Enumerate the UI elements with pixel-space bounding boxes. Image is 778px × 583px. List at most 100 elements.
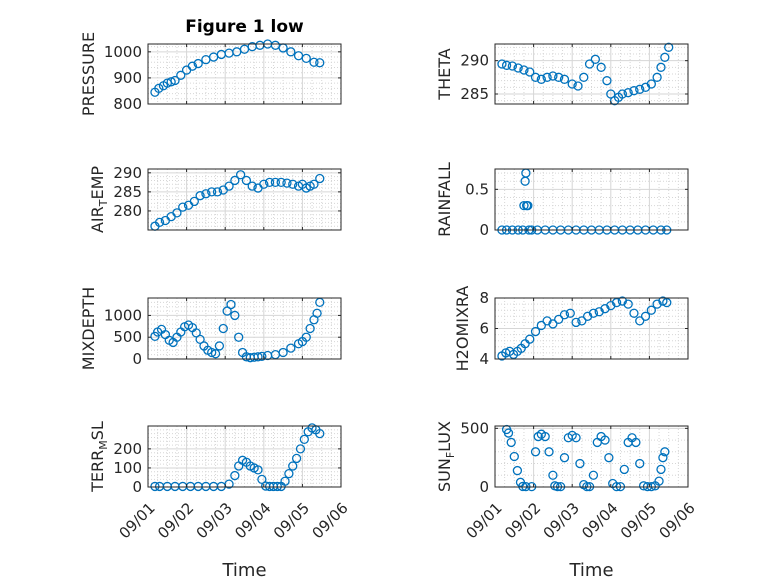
- y-tick-label: 290: [113, 164, 142, 182]
- data-point: [315, 58, 325, 68]
- data-point: [288, 179, 298, 189]
- data-point: [635, 84, 645, 94]
- y-axis-label: SUNFLUX: [435, 421, 457, 492]
- y-tick-label: 1000: [104, 43, 142, 61]
- data-point: [623, 299, 633, 309]
- data-point: [501, 60, 512, 70]
- data-point: [224, 181, 234, 191]
- data-point: [540, 431, 550, 442]
- subplot-mixdepth: 0 500 1000 MIXDEPTH: [79, 287, 342, 370]
- data-point: [575, 458, 585, 469]
- axes-box: [147, 43, 342, 105]
- data-point: [207, 347, 217, 358]
- data-point: [577, 316, 587, 326]
- subplot-h2omixra: 4 6 8 H2OMIXRA: [453, 286, 689, 372]
- data-point: [315, 428, 325, 439]
- data-point: [656, 62, 666, 72]
- data-point: [189, 196, 199, 207]
- data-point: [523, 200, 533, 211]
- data-point: [635, 458, 645, 469]
- data-point: [525, 334, 535, 344]
- data-point: [187, 61, 198, 71]
- data-point: [503, 428, 514, 438]
- data-point: [664, 42, 674, 52]
- y-axis-label: MIXDEPTH: [79, 287, 98, 370]
- y-axis-label: RAINFALL: [435, 162, 454, 237]
- y-tick-label: 285: [460, 85, 489, 103]
- axes-box: [147, 168, 342, 231]
- data-point: [519, 200, 529, 211]
- data-point: [276, 177, 286, 187]
- data-point: [176, 70, 186, 80]
- chart-title: Figure 1 low: [185, 17, 304, 37]
- data-point: [154, 217, 165, 228]
- data-point: [565, 308, 575, 318]
- data-point: [604, 453, 614, 463]
- data-point: [600, 435, 610, 445]
- y-tick-label: 0: [132, 478, 142, 496]
- data-point: [210, 349, 221, 359]
- data-point: [264, 177, 275, 187]
- subplot-rainfall: 0 0.5 RAINFALL: [435, 162, 689, 239]
- data-point: [280, 476, 290, 486]
- data-point: [559, 74, 570, 84]
- axes-box: [494, 43, 689, 105]
- data-point: [554, 72, 564, 82]
- data-point: [512, 465, 523, 476]
- axes-box: [147, 425, 342, 488]
- data-point: [559, 453, 570, 463]
- axes-box: [494, 425, 689, 488]
- data-point: [150, 481, 160, 492]
- data-point: [257, 474, 267, 485]
- data-point: [195, 191, 205, 201]
- data-point: [548, 470, 558, 480]
- data-point: [299, 434, 309, 444]
- y-tick-label: 8: [479, 289, 489, 307]
- data-point: [536, 320, 546, 331]
- data-point: [230, 310, 240, 321]
- data-point: [253, 352, 263, 362]
- axes-box: [494, 168, 689, 231]
- data-point: [315, 173, 325, 184]
- data-point: [611, 297, 622, 308]
- data-point: [218, 323, 228, 334]
- data-point: [660, 447, 670, 457]
- x-axis-label: Time: [221, 560, 266, 581]
- data-point: [235, 170, 246, 180]
- data-point: [301, 53, 311, 63]
- data-point: [172, 208, 182, 218]
- data-point: [270, 177, 281, 187]
- data-point: [278, 347, 288, 358]
- data-point: [579, 72, 589, 82]
- data-point: [629, 308, 639, 318]
- data-point: [571, 433, 581, 443]
- data-point: [606, 89, 616, 99]
- data-point: [525, 67, 535, 77]
- data-point: [646, 305, 656, 315]
- y-tick-label: 290: [460, 52, 489, 70]
- data-point: [635, 316, 645, 326]
- data-point: [288, 461, 298, 471]
- data-point: [509, 451, 519, 462]
- y-axis-label: THETA: [435, 48, 454, 100]
- y-tick-label: 0: [479, 478, 489, 496]
- y-tick-label: 200: [113, 440, 142, 458]
- data-point: [588, 470, 599, 480]
- subplot-pressure: 800 900 1000 PRESSURE Figure 1 low: [79, 17, 342, 116]
- data-point: [309, 57, 319, 67]
- y-tick-label: 0: [132, 350, 142, 368]
- data-point: [544, 447, 554, 457]
- data-point: [548, 71, 558, 81]
- y-axis-label: H2OMIXRA: [453, 286, 472, 372]
- data-point: [660, 52, 670, 62]
- data-point: [154, 83, 164, 93]
- x-axis-label: Time: [568, 560, 613, 581]
- data-point: [284, 469, 294, 479]
- y-tick-label: 500: [113, 328, 142, 346]
- data-point: [286, 47, 296, 57]
- data-point: [506, 437, 516, 448]
- data-point: [662, 297, 672, 308]
- data-point: [513, 63, 523, 73]
